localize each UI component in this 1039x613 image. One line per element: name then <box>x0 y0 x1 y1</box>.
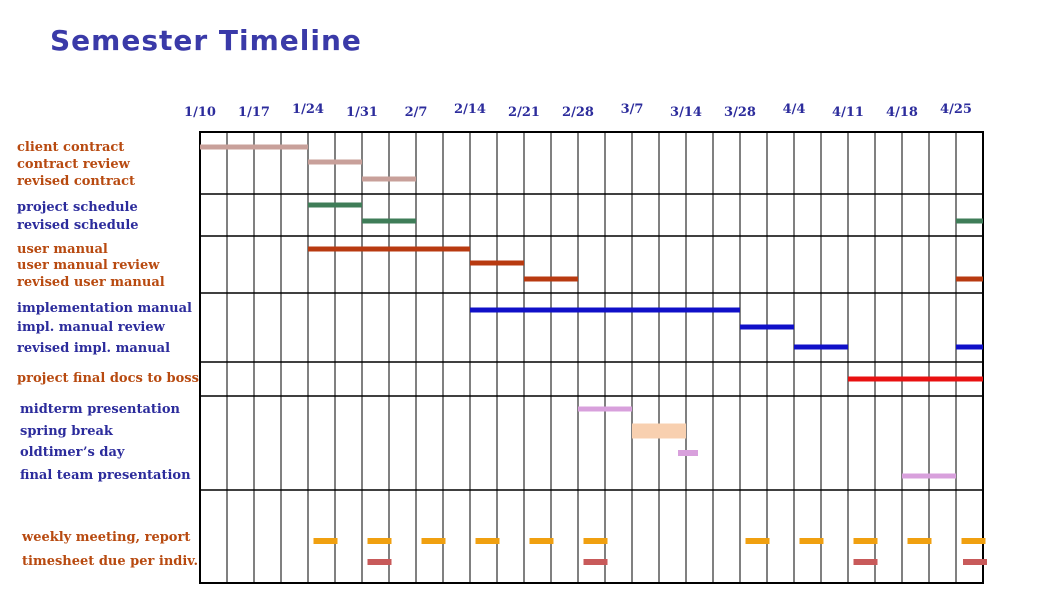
task-marker <box>745 538 770 544</box>
chart-title: Semester Timeline <box>50 24 362 57</box>
task-marker <box>853 559 878 565</box>
task-bar <box>632 423 686 439</box>
task-bar <box>362 218 416 224</box>
task-bar <box>956 344 983 350</box>
week-tick-label: 1/24 <box>292 102 324 117</box>
task-bar <box>848 376 983 382</box>
task-bars <box>200 144 987 565</box>
task-labels: client contract contract review revised co… <box>17 140 199 569</box>
task-label: midterm presentation <box>20 402 180 417</box>
task-bar <box>308 159 362 165</box>
task-label: timesheet due per indiv. <box>22 554 198 569</box>
task-bar <box>740 324 794 330</box>
task-label: revised contract <box>17 174 135 189</box>
task-label: client contract <box>17 140 124 155</box>
task-bar <box>578 406 632 412</box>
task-bar <box>200 144 308 150</box>
week-tick-label: 3/7 <box>621 102 644 117</box>
task-bar <box>956 218 983 224</box>
week-tick-label: 1/17 <box>238 105 270 120</box>
task-label: impl. manual review <box>17 320 166 335</box>
task-label: revised impl. manual <box>17 341 170 356</box>
task-label: final team presentation <box>20 468 191 483</box>
task-label: weekly meeting, report <box>21 530 190 545</box>
task-bar <box>794 344 848 350</box>
task-label: revised user manual <box>17 275 165 290</box>
week-tick-label: 3/14 <box>670 105 702 120</box>
task-bar <box>470 307 740 313</box>
task-bar <box>956 276 983 282</box>
week-tick-label: 4/25 <box>940 102 972 117</box>
task-label: oldtimer’s day <box>20 445 125 460</box>
task-marker <box>529 538 554 544</box>
task-bar <box>308 202 362 208</box>
task-bar <box>524 276 578 282</box>
week-tick-label: 1/10 <box>184 105 216 120</box>
task-label: project schedule <box>17 200 138 215</box>
week-tick-label: 1/31 <box>346 105 378 120</box>
task-marker <box>583 559 608 565</box>
task-marker <box>963 559 987 565</box>
task-marker <box>367 538 392 544</box>
task-bar <box>362 176 416 182</box>
task-marker <box>583 538 608 544</box>
week-tick-labels: 1/10 1/17 1/24 1/31 2/7 2/14 2/21 2/28 3/7 3/14 3/… <box>184 102 972 120</box>
grid <box>199 131 984 584</box>
week-tick-label: 2/28 <box>562 105 594 120</box>
task-marker <box>313 538 338 544</box>
task-label: contract review <box>17 157 131 172</box>
task-bar <box>308 246 470 252</box>
task-label: spring break <box>20 424 114 439</box>
week-tick-label: 2/21 <box>508 105 540 120</box>
task-marker <box>907 538 932 544</box>
week-tick-label: 3/28 <box>724 105 756 120</box>
task-marker <box>475 538 500 544</box>
task-marker <box>961 538 986 544</box>
task-label: implementation manual <box>17 301 192 316</box>
week-tick-label: 4/11 <box>832 105 864 120</box>
task-marker <box>421 538 446 544</box>
grid-frame <box>199 131 984 584</box>
task-marker <box>367 559 392 565</box>
task-label: user manual <box>17 242 108 257</box>
task-label: revised schedule <box>17 218 139 233</box>
task-bar <box>470 260 524 266</box>
task-bar <box>902 473 956 479</box>
week-tick-label: 2/7 <box>405 105 428 120</box>
week-tick-label: 4/4 <box>783 102 806 117</box>
task-label: project final docs to boss <box>17 371 199 386</box>
task-marker <box>853 538 878 544</box>
week-tick-label: 2/14 <box>454 102 486 117</box>
task-label: user manual review <box>17 258 160 273</box>
task-marker <box>799 538 824 544</box>
week-tick-label: 4/18 <box>886 105 918 120</box>
task-bar <box>678 450 698 456</box>
